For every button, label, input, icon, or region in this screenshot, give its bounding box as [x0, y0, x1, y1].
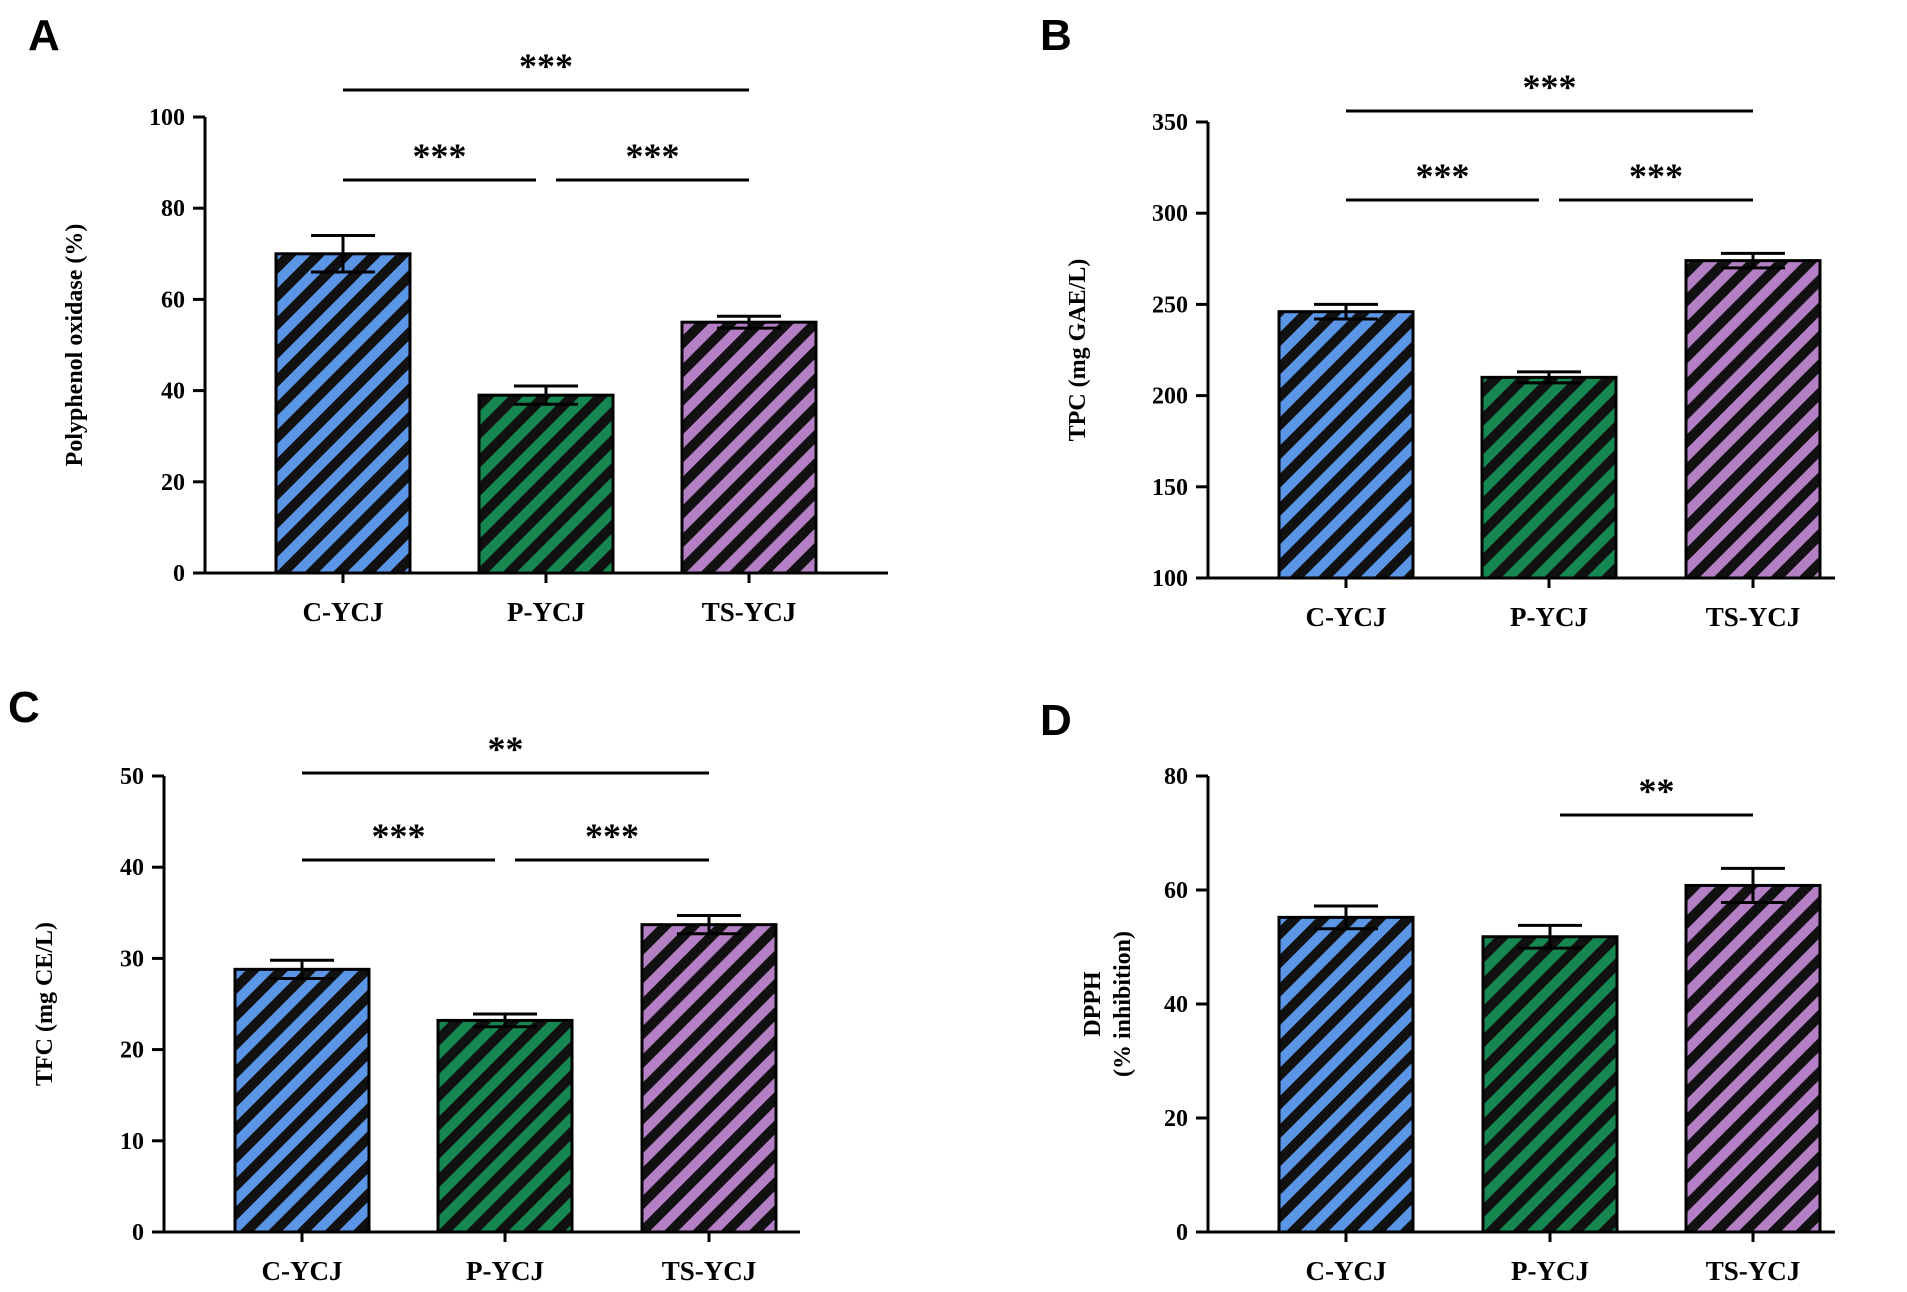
bar-hatch-ts-ycj — [640, 923, 778, 1234]
y-tick-label: 40 — [120, 855, 144, 881]
y-tick-label: 0 — [132, 1220, 144, 1246]
y-axis-label: Polyphenol oxidase (%) — [62, 224, 88, 467]
x-tick-label: C-YCJ — [1306, 602, 1387, 632]
y-tick-label: 80 — [161, 196, 185, 222]
y-tick-label: 60 — [1164, 878, 1188, 904]
x-tick-label: P-YCJ — [466, 1256, 544, 1286]
y-tick-label: 0 — [173, 561, 185, 587]
x-tick-label: TS-YCJ — [702, 597, 797, 627]
y-tick-label: 250 — [1152, 292, 1188, 318]
bar-hatch-c-ycj — [274, 252, 412, 575]
y-axis-label: DPPH (% inhibition) — [1080, 931, 1136, 1077]
significance-label: ** — [488, 729, 524, 769]
x-tick-label: TS-YCJ — [1706, 1256, 1801, 1286]
y-tick-label: 100 — [149, 105, 185, 131]
y-tick-label: 60 — [161, 287, 185, 313]
bar-hatch-c-ycj — [1277, 915, 1415, 1234]
panel-d: D C-YCJ P-YCJ TS-YCJ 0 20 40 60 80 DPPH (% inhibit… — [1040, 696, 1835, 1286]
y-axis-label-line: DPPH — [1080, 971, 1106, 1037]
bar-hatch-p-ycj — [436, 1018, 574, 1234]
y-tick-label: 10 — [120, 1129, 144, 1155]
bar-hatch-c-ycj — [1277, 310, 1415, 580]
x-tick-label: TS-YCJ — [662, 1256, 757, 1286]
panel-label: A — [28, 11, 60, 60]
bar-hatch-ts-ycj — [1684, 259, 1822, 580]
y-tick-label: 20 — [1164, 1106, 1188, 1132]
bar-hatch-p-ycj — [477, 393, 615, 575]
x-tick-label: C-YCJ — [262, 1256, 343, 1286]
bar-hatch-p-ycj — [1480, 375, 1618, 580]
significance-label: *** — [372, 816, 426, 856]
significance-label: *** — [1523, 67, 1577, 107]
y-tick-label: 100 — [1152, 566, 1188, 592]
panel-a: A C-YCJ P-YCJ TS-YCJ 0 20 40 60 80 100 Polyphenol … — [28, 11, 888, 627]
bar-hatch-c-ycj — [233, 967, 371, 1234]
y-tick-label: 300 — [1152, 201, 1188, 227]
significance-label: *** — [1416, 156, 1470, 196]
significance-label: ** — [1639, 771, 1675, 811]
significance-label: *** — [413, 136, 467, 176]
y-tick-label: 150 — [1152, 475, 1188, 501]
y-tick-label: 30 — [120, 946, 144, 972]
y-tick-label: 40 — [161, 379, 185, 405]
panel-label: D — [1040, 696, 1072, 745]
y-tick-label: 0 — [1176, 1220, 1188, 1246]
significance-label: *** — [519, 46, 573, 86]
y-axis-label: TFC (mg CE/L) — [32, 922, 58, 1086]
x-tick-label: TS-YCJ — [1706, 602, 1801, 632]
panel-label: C — [8, 683, 40, 732]
y-axis-label: TPC (mg GAE/L) — [1065, 259, 1091, 442]
y-axis-label-line: (% inhibition) — [1110, 931, 1136, 1077]
panel-label: B — [1040, 11, 1072, 60]
x-tick-label: P-YCJ — [1511, 1256, 1589, 1286]
x-tick-label: C-YCJ — [303, 597, 384, 627]
x-tick-label: P-YCJ — [1510, 602, 1588, 632]
significance-label: *** — [626, 136, 680, 176]
x-tick-label: P-YCJ — [507, 597, 585, 627]
y-tick-label: 20 — [161, 470, 185, 496]
y-tick-label: 50 — [120, 764, 144, 790]
significance-label: *** — [585, 816, 639, 856]
bar-hatch-ts-ycj — [1684, 883, 1822, 1234]
y-tick-label: 200 — [1152, 384, 1188, 410]
y-tick-label: 40 — [1164, 992, 1188, 1018]
significance-label: *** — [1629, 156, 1683, 196]
panel-b: B C-YCJ P-YCJ TS-YCJ 100 150 200 250 300 350 TPC (… — [1040, 11, 1835, 632]
y-tick-label: 20 — [120, 1038, 144, 1064]
bar-hatch-p-ycj — [1481, 935, 1619, 1234]
x-tick-label: C-YCJ — [1306, 1256, 1387, 1286]
panel-c: C C-YCJ P-YCJ TS-YCJ 0 10 20 30 40 50 TFC (mg CE/L… — [8, 683, 800, 1286]
bar-hatch-ts-ycj — [680, 320, 818, 575]
y-tick-label: 350 — [1152, 110, 1188, 136]
y-tick-label: 80 — [1164, 764, 1188, 790]
